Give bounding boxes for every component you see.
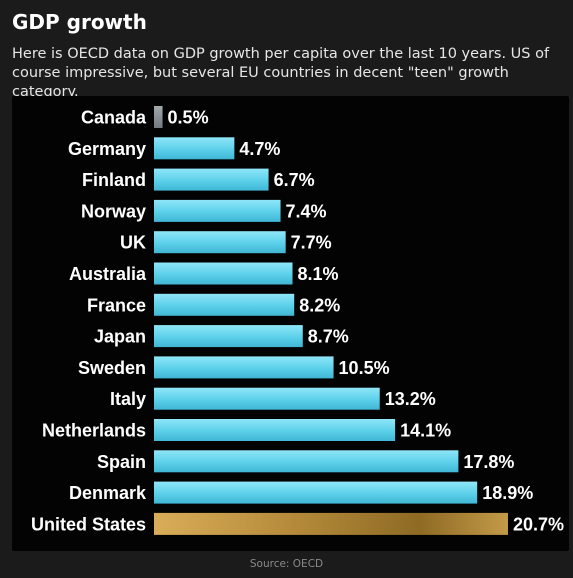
category-label: Germany bbox=[68, 139, 146, 159]
bar-chart: Canada 0.5% Germany 4.7% Finland 6.7% Norway 7.… bbox=[31, 106, 564, 535]
chart-subtitle: Here is OECD data on GDP growth per capi… bbox=[12, 46, 550, 100]
value-label: 8.7% bbox=[308, 327, 349, 347]
bar-france bbox=[154, 293, 295, 316]
chart-title: GDP growth bbox=[12, 10, 147, 34]
category-label: Italy bbox=[110, 389, 146, 409]
category-label: Spain bbox=[97, 452, 146, 472]
category-label: Japan bbox=[94, 327, 146, 347]
category-label: Norway bbox=[81, 201, 146, 221]
category-label: Canada bbox=[81, 108, 147, 128]
category-label: France bbox=[87, 295, 146, 315]
value-label: 4.7% bbox=[239, 139, 280, 159]
bar-uk bbox=[154, 231, 286, 254]
value-label: 10.5% bbox=[339, 358, 390, 378]
value-label: 18.9% bbox=[482, 483, 533, 503]
value-label: 7.7% bbox=[291, 233, 332, 253]
bar-italy bbox=[154, 387, 380, 410]
category-label: Australia bbox=[69, 264, 147, 284]
category-label: Finland bbox=[82, 170, 146, 190]
bar-united-states bbox=[154, 512, 508, 535]
value-label: 0.5% bbox=[168, 108, 209, 128]
value-label: 8.1% bbox=[298, 264, 339, 284]
value-label: 6.7% bbox=[274, 170, 315, 190]
category-label: Denmark bbox=[69, 483, 147, 503]
bar-canada bbox=[154, 106, 163, 128]
bar-spain bbox=[154, 450, 459, 473]
bar-sweden bbox=[154, 356, 334, 379]
category-label: UK bbox=[120, 233, 146, 253]
value-label: 20.7% bbox=[513, 514, 564, 534]
source-note: Source: OECD bbox=[249, 558, 324, 570]
category-label: United States bbox=[31, 514, 146, 534]
value-label: 14.1% bbox=[400, 421, 451, 441]
bar-australia bbox=[154, 262, 293, 285]
value-label: 13.2% bbox=[385, 389, 436, 409]
bar-netherlands bbox=[154, 419, 396, 441]
value-label: 17.8% bbox=[463, 452, 514, 472]
bar-germany bbox=[154, 137, 235, 160]
category-label: Sweden bbox=[78, 358, 146, 378]
value-label: 8.2% bbox=[299, 295, 340, 315]
value-label: 7.4% bbox=[286, 201, 327, 221]
bar-japan bbox=[154, 325, 303, 348]
bar-denmark bbox=[154, 481, 478, 504]
category-label: Netherlands bbox=[42, 421, 146, 441]
bar-norway bbox=[154, 199, 281, 222]
chart-panel: Canada 0.5% Germany 4.7% Finland 6.7% Norway 7.… bbox=[12, 96, 569, 551]
bar-finland bbox=[154, 168, 269, 191]
